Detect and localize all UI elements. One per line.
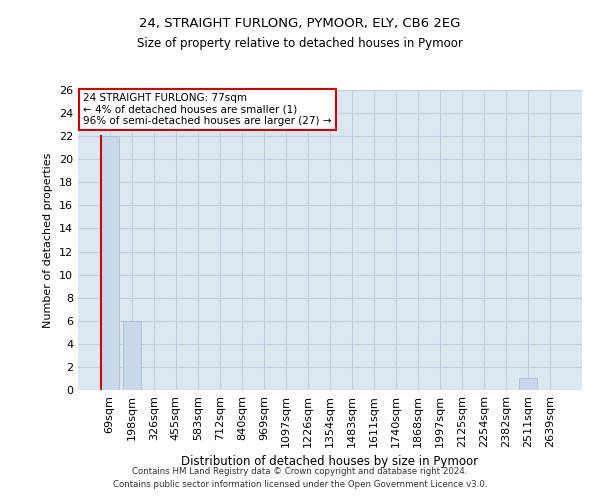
- Text: Contains HM Land Registry data © Crown copyright and database right 2024.: Contains HM Land Registry data © Crown c…: [132, 467, 468, 476]
- X-axis label: Distribution of detached houses by size in Pymoor: Distribution of detached houses by size …: [181, 456, 479, 468]
- Bar: [123, 321, 140, 390]
- Text: Contains public sector information licensed under the Open Government Licence v3: Contains public sector information licen…: [113, 480, 487, 489]
- Bar: [101, 136, 119, 390]
- Y-axis label: Number of detached properties: Number of detached properties: [43, 152, 53, 328]
- Text: 24, STRAIGHT FURLONG, PYMOOR, ELY, CB6 2EG: 24, STRAIGHT FURLONG, PYMOOR, ELY, CB6 2…: [139, 18, 461, 30]
- Bar: [520, 378, 537, 390]
- Text: 24 STRAIGHT FURLONG: 77sqm
← 4% of detached houses are smaller (1)
96% of semi-d: 24 STRAIGHT FURLONG: 77sqm ← 4% of detac…: [83, 93, 332, 126]
- Text: Size of property relative to detached houses in Pymoor: Size of property relative to detached ho…: [137, 38, 463, 51]
